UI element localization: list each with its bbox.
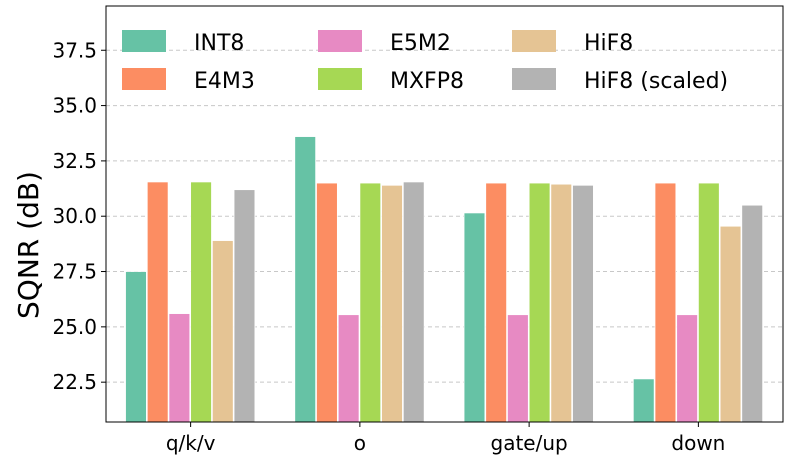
bar-e5m2-q-k-v bbox=[168, 313, 191, 423]
bars bbox=[125, 136, 764, 423]
legend-swatch bbox=[122, 68, 166, 90]
bar-hif8-scaled-q-k-v bbox=[233, 189, 256, 423]
legend-label: INT8 bbox=[194, 31, 244, 56]
bar-int8-o bbox=[294, 136, 317, 423]
y-tick-label: 27.5 bbox=[52, 260, 97, 284]
bar-hif8-scaled-o bbox=[402, 181, 425, 423]
legend-swatch bbox=[122, 30, 166, 52]
y-tick-label: 32.5 bbox=[52, 149, 97, 173]
axes: 22.5 25.0 27.5 30.0 32.5 35.0 37.5 q/k/v o gate/u… bbox=[52, 5, 784, 455]
legend-label: MXFP8 bbox=[390, 69, 464, 94]
bar-mxfp8-down bbox=[697, 182, 720, 423]
legend-label: E5M2 bbox=[390, 31, 451, 56]
bar-e4m3-down bbox=[654, 182, 677, 423]
bar-e5m2-down bbox=[676, 314, 698, 423]
x-tick-label: q/k/v bbox=[166, 431, 216, 455]
legend-label: E4M3 bbox=[194, 69, 255, 94]
legend-swatch bbox=[318, 68, 362, 90]
bar-e4m3-gate-up bbox=[485, 182, 508, 423]
bar-e4m3-o bbox=[316, 182, 338, 423]
bar-e5m2-gate-up bbox=[507, 314, 529, 423]
bar-hif8-scaled-down bbox=[741, 204, 764, 423]
plot-frame bbox=[105, 5, 784, 423]
bar-int8-down bbox=[632, 378, 655, 423]
bar-hif8-down bbox=[719, 225, 742, 423]
legend-swatch bbox=[512, 68, 556, 90]
bar-hif8-gate-up bbox=[550, 183, 573, 423]
y-axis-title: SQNR (dB) bbox=[12, 171, 45, 319]
legend-swatch bbox=[318, 30, 362, 52]
legend-swatch bbox=[512, 30, 556, 52]
bar-e4m3-q-k-v bbox=[146, 181, 169, 423]
y-tick-label: 25.0 bbox=[52, 315, 97, 339]
y-tick-label: 30.0 bbox=[52, 204, 97, 228]
bar-e5m2-o bbox=[337, 314, 360, 423]
x-tick-label: gate/up bbox=[491, 431, 568, 455]
y-tick-label: 22.5 bbox=[52, 370, 97, 394]
bar-hif8-q-k-v bbox=[211, 240, 234, 423]
legend-label: HiF8 (scaled) bbox=[584, 69, 728, 94]
bar-mxfp8-gate-up bbox=[528, 182, 551, 423]
bar-mxfp8-q-k-v bbox=[190, 181, 212, 423]
x-tick-label: down bbox=[671, 431, 725, 455]
bar-int8-q-k-v bbox=[125, 271, 147, 423]
y-tick-label: 37.5 bbox=[52, 38, 97, 62]
y-tick-label: 35.0 bbox=[52, 94, 97, 118]
x-tick-label: o bbox=[354, 431, 366, 455]
bar-int8-gate-up bbox=[463, 212, 486, 423]
legend: INT8 E4M3 E5M2 MXFP8 HiF8 HiF8 (scaled) bbox=[122, 30, 728, 94]
bar-mxfp8-o bbox=[359, 182, 382, 423]
legend-label: HiF8 bbox=[584, 31, 633, 56]
bar-hif8-o bbox=[381, 184, 403, 423]
bar-hif8-scaled-gate-up bbox=[572, 184, 594, 423]
